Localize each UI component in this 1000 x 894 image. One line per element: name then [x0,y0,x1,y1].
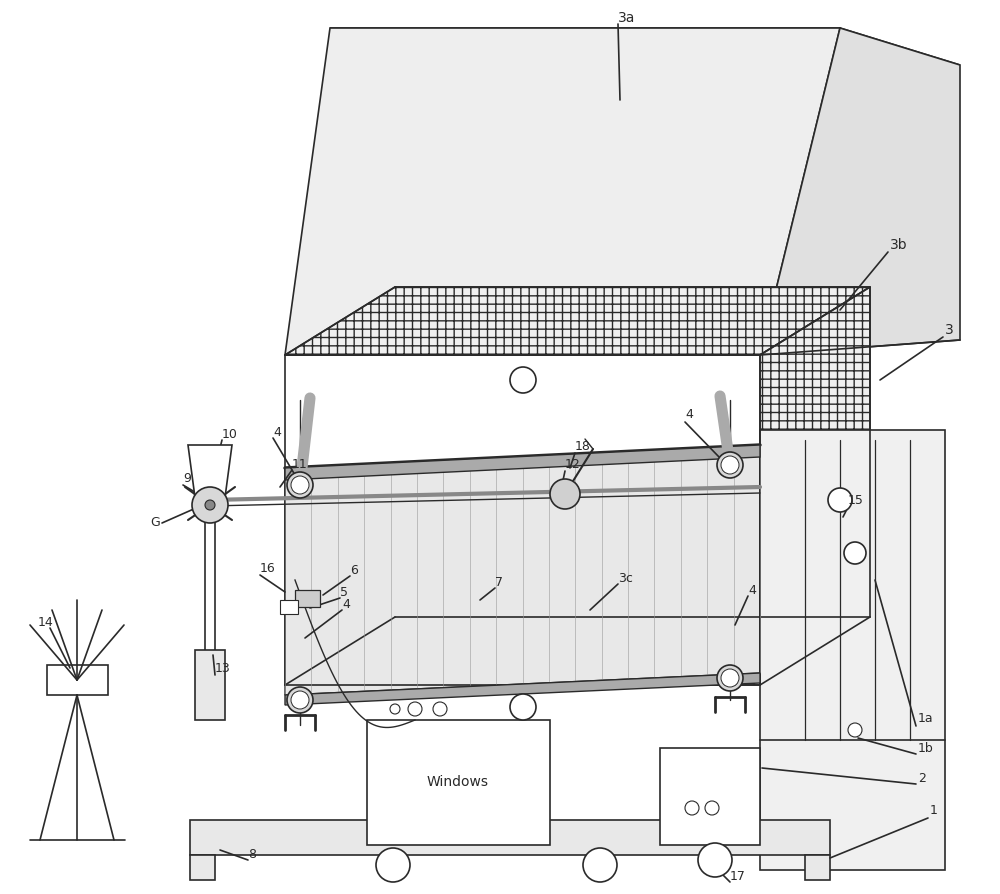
Text: 4: 4 [748,584,756,596]
Circle shape [717,665,743,691]
Text: G: G [150,517,160,529]
Polygon shape [47,665,108,695]
Polygon shape [195,650,225,720]
Circle shape [705,801,719,815]
Circle shape [291,476,309,494]
Polygon shape [285,445,760,695]
Text: 2: 2 [918,772,926,785]
Text: 3a: 3a [618,11,635,25]
Circle shape [685,801,699,815]
Text: 16: 16 [260,561,276,575]
Text: 18: 18 [575,441,591,453]
Polygon shape [190,820,830,855]
Text: 13: 13 [215,662,231,674]
Circle shape [192,487,228,523]
Text: 4: 4 [342,598,350,611]
Text: Windows: Windows [427,775,489,789]
Polygon shape [285,673,760,705]
Circle shape [717,452,743,478]
Polygon shape [367,720,550,845]
Text: 10: 10 [222,428,238,442]
Circle shape [844,542,866,564]
Circle shape [583,848,617,882]
Text: 4: 4 [273,426,281,438]
Polygon shape [760,430,945,870]
Text: 3b: 3b [890,238,908,252]
Text: 15: 15 [848,493,864,507]
Polygon shape [805,855,830,880]
Text: 1b: 1b [918,741,934,755]
Circle shape [848,723,862,737]
Text: 3c: 3c [618,571,633,585]
Polygon shape [760,287,870,685]
Polygon shape [760,28,960,355]
Text: 14: 14 [38,615,54,628]
Circle shape [828,488,852,512]
Circle shape [510,367,536,393]
Circle shape [287,687,313,713]
Text: 1a: 1a [918,712,934,724]
Polygon shape [285,28,840,355]
Circle shape [291,691,309,709]
Polygon shape [190,855,215,880]
Polygon shape [660,748,760,845]
Circle shape [721,669,739,687]
Circle shape [205,500,215,510]
Text: 4: 4 [685,409,693,421]
Circle shape [376,848,410,882]
Circle shape [408,702,422,716]
Polygon shape [285,445,760,480]
Circle shape [390,704,400,714]
Polygon shape [280,600,298,614]
Polygon shape [295,590,320,607]
Polygon shape [330,28,960,65]
Circle shape [550,479,580,509]
Circle shape [698,843,732,877]
Polygon shape [285,287,870,355]
Text: 11: 11 [292,459,308,471]
Text: 9: 9 [183,471,191,485]
Polygon shape [285,617,870,685]
Text: 5: 5 [340,586,348,598]
Circle shape [433,702,447,716]
Circle shape [721,456,739,474]
Text: 12: 12 [565,459,581,471]
Text: 6: 6 [350,563,358,577]
Circle shape [287,472,313,498]
Text: 1: 1 [930,804,938,816]
Text: 7: 7 [495,577,503,589]
Text: 8: 8 [248,848,256,862]
Text: 3: 3 [945,323,954,337]
Circle shape [510,694,536,720]
Text: 17: 17 [730,870,746,882]
Polygon shape [188,445,232,505]
